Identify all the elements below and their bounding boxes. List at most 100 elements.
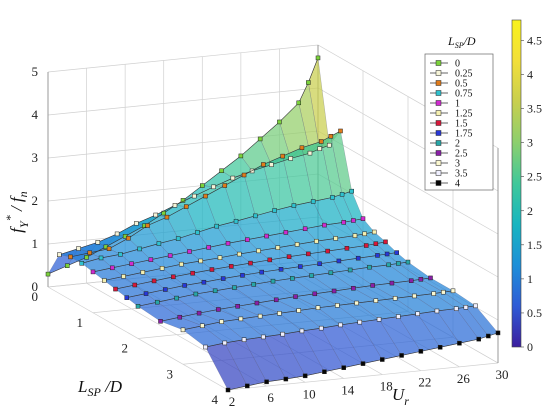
series-marker <box>280 331 285 337</box>
series-line <box>47 57 319 275</box>
series-line <box>92 218 364 273</box>
series-marker <box>238 153 244 159</box>
series-marker <box>254 300 260 306</box>
series-marker <box>180 327 186 333</box>
series-marker <box>322 222 327 228</box>
series-marker <box>415 311 420 317</box>
legend-label: 0.75 <box>455 89 473 100</box>
legend-marker <box>435 160 442 166</box>
series-marker <box>325 248 330 254</box>
series-marker <box>291 203 297 208</box>
series-line <box>160 277 431 322</box>
series-marker <box>182 283 187 288</box>
series-marker <box>275 245 281 250</box>
x-tick-label: 2 <box>122 341 129 356</box>
y-axis-label: Ur <box>392 385 409 408</box>
series-marker <box>322 369 327 375</box>
series-marker <box>293 294 298 299</box>
series-marker <box>310 199 316 204</box>
x-tick-label: 3 <box>167 366 174 381</box>
legend-marker <box>435 110 442 116</box>
series-marker <box>318 139 324 144</box>
series-marker <box>196 310 202 316</box>
y-tick-label: 6 <box>267 390 274 405</box>
y-tick-label: 14 <box>341 382 355 397</box>
legend-label: 3.5 <box>455 169 468 180</box>
series-marker <box>317 261 322 267</box>
series-marker <box>307 150 313 156</box>
series-marker <box>121 274 126 279</box>
series-marker <box>219 168 224 173</box>
series-marker <box>338 128 343 134</box>
series-marker <box>298 264 303 269</box>
series-marker <box>335 303 340 308</box>
series-marker <box>434 308 440 314</box>
legend-marker <box>435 80 442 86</box>
series-marker <box>315 305 321 310</box>
series-marker <box>463 304 469 310</box>
series-marker <box>338 322 343 328</box>
series-marker <box>167 253 173 258</box>
series-marker <box>339 192 345 197</box>
z-tick-label: 3 <box>32 150 39 165</box>
y-tick-label: 22 <box>418 375 431 390</box>
series-marker <box>264 233 269 239</box>
series-marker <box>190 270 195 276</box>
series-marker <box>163 287 168 292</box>
series-marker <box>386 262 391 268</box>
series-marker <box>363 243 369 248</box>
series-marker <box>373 298 379 303</box>
series-marker <box>65 263 70 268</box>
series-marker <box>396 261 401 266</box>
series-marker <box>126 235 131 241</box>
colorbar-tick-label: 0 <box>527 340 533 354</box>
series-marker <box>261 334 266 340</box>
series-marker <box>200 323 205 329</box>
series-marker <box>495 330 501 336</box>
series-marker <box>399 353 404 358</box>
colorbar-tick-label: 1 <box>527 272 533 286</box>
series-line <box>59 144 330 256</box>
series-marker <box>273 297 279 303</box>
series-marker <box>230 175 236 181</box>
series-marker <box>225 387 231 393</box>
series-marker <box>373 241 379 246</box>
series-marker <box>375 253 380 258</box>
series-line <box>115 241 386 290</box>
series-line <box>70 130 341 258</box>
series-marker <box>327 142 332 148</box>
series-marker <box>132 282 138 288</box>
series-marker <box>137 246 142 252</box>
y-tick-label: 2 <box>229 394 236 409</box>
series-marker <box>431 291 436 296</box>
series-marker <box>172 203 178 208</box>
legend-label: 2.5 <box>455 149 468 160</box>
svg-text:fY* / fn: fY* / fn <box>3 191 31 232</box>
colorbar-tick-label: 4.5 <box>527 33 542 47</box>
series-marker <box>171 274 176 280</box>
series-marker <box>437 345 443 350</box>
series-marker <box>336 258 342 264</box>
colorbar-tick-label: 2.5 <box>527 170 542 184</box>
series-line <box>126 252 397 298</box>
series-marker <box>315 55 321 61</box>
colorbar-tick-label: 3.5 <box>527 102 542 116</box>
series-marker <box>330 195 335 200</box>
series-marker <box>248 260 253 266</box>
legend-marker <box>435 120 442 126</box>
z-axis-label: fY* / fn <box>3 191 31 232</box>
series-marker <box>222 183 228 188</box>
series-marker <box>344 246 350 251</box>
y-tick-label: 10 <box>303 386 316 401</box>
series-marker <box>355 255 361 261</box>
z-tick-label: 2 <box>32 193 39 208</box>
series-marker <box>253 213 258 219</box>
series-marker <box>124 295 129 300</box>
series-marker <box>222 340 228 346</box>
legend-label: 1.25 <box>455 109 473 120</box>
series-marker <box>418 277 424 282</box>
series-marker <box>412 293 417 299</box>
legend-label: 0.5 <box>455 79 468 90</box>
